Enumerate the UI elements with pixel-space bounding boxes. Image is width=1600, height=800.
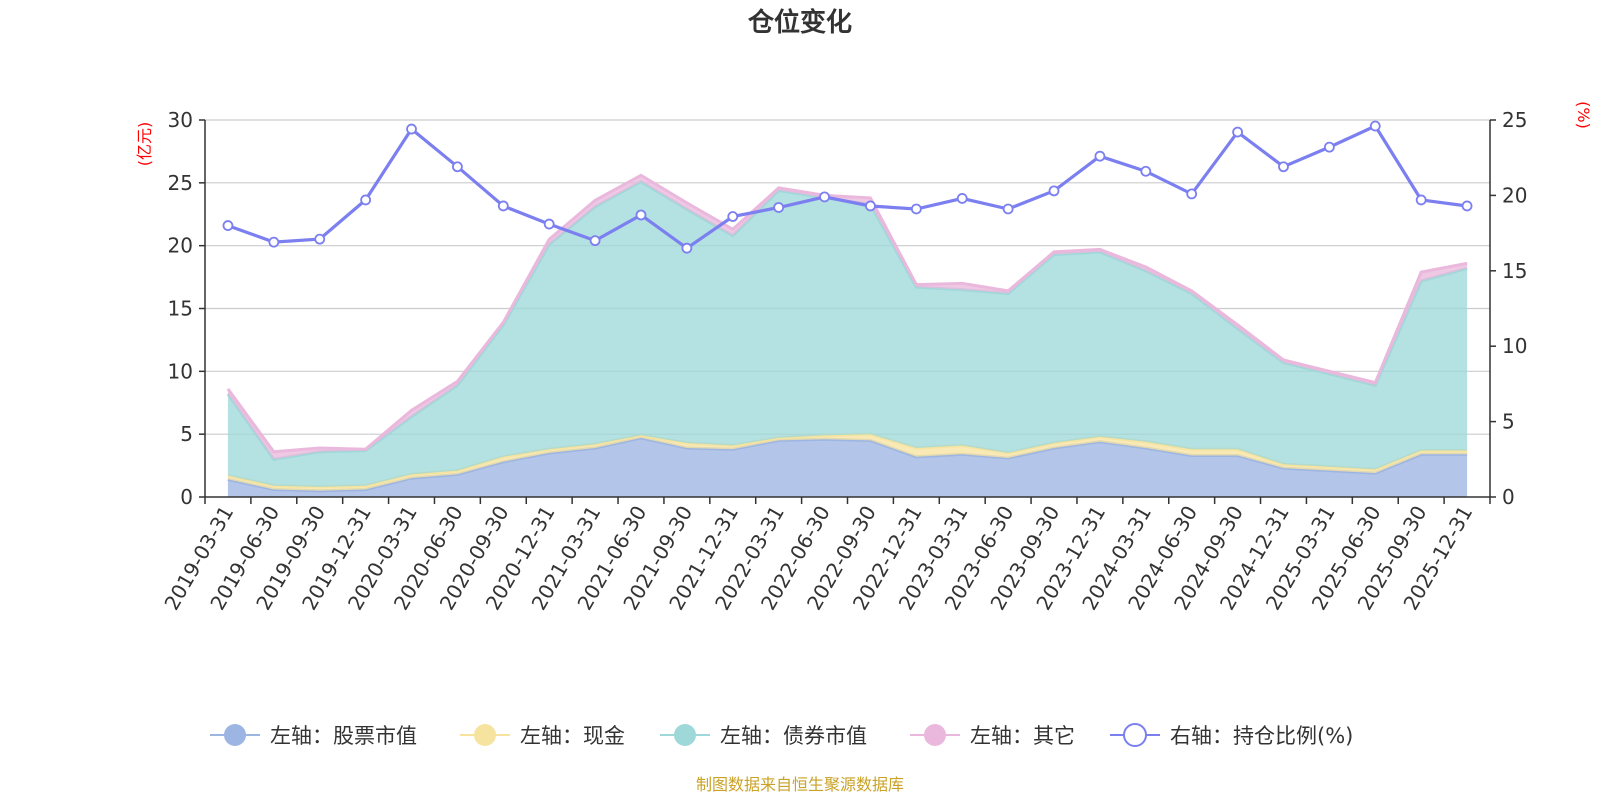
ratio-point-4 (406, 123, 417, 135)
ratio-point-25 (1369, 120, 1381, 132)
chart-title: 仓位变化 (747, 7, 852, 38)
ratio-point-18 (1048, 185, 1060, 197)
ratio-point-5 (452, 161, 463, 173)
ratio-point-11 (727, 211, 739, 222)
legend-label-0: 左轴：股票市值 (270, 724, 417, 748)
area-series-2 (227, 181, 1468, 487)
area-series-1 (227, 434, 1468, 491)
left-tick-label-3: 15 (168, 297, 193, 321)
legend-label-2: 左轴：债券市值 (720, 724, 867, 748)
right-tick-label-5: 25 (1502, 108, 1527, 132)
ratio-point-2 (314, 233, 326, 245)
right-tick-label-0: 0 (1502, 485, 1515, 509)
legend-marker-2 (674, 724, 696, 746)
left-axis-unit: (亿元) (135, 122, 154, 167)
left-tick-label-4: 20 (168, 234, 193, 258)
area-series-0 (227, 437, 1468, 497)
ratio-point-14 (865, 200, 876, 212)
ratio-point-24 (1323, 141, 1335, 153)
ratio-point-9 (635, 209, 647, 221)
legend: 左轴：股票市值 左轴：现金 左轴：债券市值 左轴：其它 右轴：持仓比例(%) (210, 723, 1353, 748)
ratio-point-10 (681, 242, 693, 254)
ratio-point-3 (360, 194, 372, 206)
left-tick-label-5: 25 (168, 171, 193, 195)
right-tick-label-3: 15 (1502, 259, 1527, 283)
ratio-point-13 (819, 191, 830, 203)
ratio-point-27 (1461, 200, 1473, 212)
ratio-point-19 (1094, 150, 1106, 162)
ratio-line-series (222, 120, 1473, 254)
ratio-point-16 (956, 193, 968, 204)
ratio-point-0 (222, 220, 234, 231)
legend-marker-4 (1123, 723, 1147, 747)
ratio-point-23 (1278, 161, 1289, 173)
legend-label-1: 左轴：现金 (520, 724, 625, 748)
right-tick-label-1: 5 (1502, 410, 1515, 434)
ratio-point-8 (589, 235, 601, 247)
left-tick-label-6: 30 (168, 108, 193, 132)
data-source-note: 制图数据来自恒生聚源数据库 (696, 775, 904, 794)
left-tick-label-1: 5 (180, 422, 193, 446)
left-tick-label-0: 0 (180, 485, 193, 509)
ratio-point-7 (543, 218, 555, 230)
ratio-point-15 (910, 203, 922, 215)
left-tick-label-2: 10 (168, 359, 193, 383)
area-edge-series-3 (226, 173, 1468, 454)
stacked-areas (226, 173, 1468, 497)
ratio-point-12 (773, 202, 785, 213)
legend-label-3: 左轴：其它 (970, 724, 1075, 748)
legend-marker-3 (924, 724, 946, 746)
ratio-point-20 (1140, 165, 1152, 177)
legend-marker-0 (224, 724, 246, 746)
ratio-point-6 (497, 200, 509, 212)
legend-marker-1 (474, 724, 496, 746)
ratio-line (227, 123, 1468, 251)
right-tick-label-2: 10 (1502, 334, 1527, 358)
ratio-point-1 (268, 236, 280, 248)
ratio-point-22 (1232, 126, 1243, 138)
ratio-point-21 (1186, 188, 1198, 200)
right-axis-unit: (%) (1574, 101, 1593, 129)
legend-label-4: 右轴：持仓比例(%) (1170, 724, 1353, 748)
right-tick-label-4: 20 (1502, 183, 1527, 207)
ratio-point-17 (1002, 203, 1014, 215)
ratio-point-26 (1415, 194, 1427, 206)
